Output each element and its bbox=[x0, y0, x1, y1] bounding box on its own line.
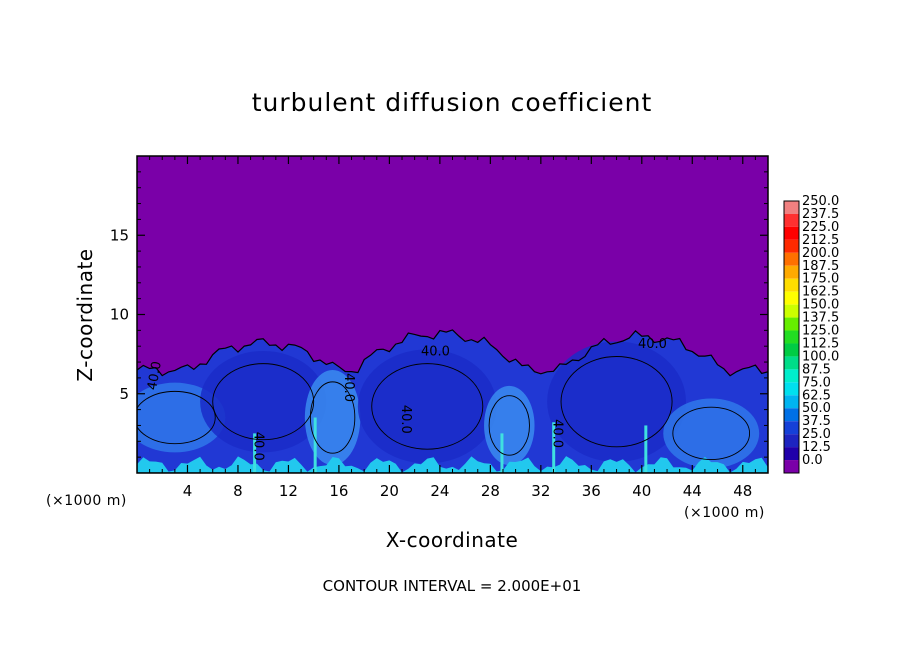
contour-line bbox=[560, 356, 673, 448]
x-tick-label: 44 bbox=[683, 482, 702, 500]
surface-layer bbox=[137, 456, 768, 473]
contour-line bbox=[309, 381, 356, 454]
colorbar-swatch bbox=[784, 421, 799, 435]
x-tick-label: 36 bbox=[582, 482, 601, 500]
x-tick-label: 48 bbox=[733, 482, 752, 500]
contour-label: 40.0 bbox=[638, 337, 667, 352]
y-tick-label: 15 bbox=[110, 226, 129, 244]
contour-label: 40.0 bbox=[250, 432, 265, 461]
colorbar-label: 112.5 bbox=[802, 336, 839, 351]
colorbar-swatch bbox=[784, 434, 799, 448]
colorbar-frame bbox=[783, 200, 800, 474]
turbulent-eddy bbox=[200, 350, 327, 453]
colorbar-label: 37.5 bbox=[802, 414, 831, 429]
colorbar-swatch bbox=[784, 356, 799, 370]
contour-line bbox=[672, 406, 751, 460]
colorbar-label: 250.0 bbox=[802, 194, 839, 209]
contour-line bbox=[488, 395, 530, 456]
turbulent-eddy bbox=[357, 349, 497, 464]
x-tick-label: 28 bbox=[481, 482, 500, 500]
colorbar-swatch bbox=[784, 201, 799, 214]
y-tick-label: 10 bbox=[110, 306, 129, 324]
colorbar-label: 87.5 bbox=[802, 362, 831, 377]
colorbar-swatch bbox=[784, 369, 799, 383]
contour-label: 40.0 bbox=[341, 373, 356, 402]
colorbar-label: 200.0 bbox=[802, 246, 839, 261]
colorbar-label: 225.0 bbox=[802, 220, 839, 235]
y-axis-label: Z-coordinate bbox=[73, 248, 97, 381]
x-tick-label: 24 bbox=[430, 482, 449, 500]
contour-label: 40.0 bbox=[145, 360, 165, 391]
colorbar-swatch bbox=[784, 395, 799, 409]
colorbar-swatch bbox=[784, 460, 799, 473]
colorbar-swatch bbox=[784, 239, 799, 253]
x-tick-label: 4 bbox=[183, 482, 193, 500]
colorbar-swatch bbox=[784, 447, 799, 461]
contour-label: 40.0 bbox=[398, 405, 413, 434]
contour-line bbox=[212, 363, 315, 441]
x-unit-right: (×1000 m) bbox=[684, 505, 765, 521]
colorbar-swatch bbox=[784, 382, 799, 396]
y-tick-label: 5 bbox=[119, 385, 129, 403]
turbulent-eddy bbox=[304, 369, 361, 466]
plot-area bbox=[137, 156, 768, 473]
y-axis-ticks: 5 10 15 bbox=[110, 171, 768, 458]
colorbar-label: 175.0 bbox=[802, 272, 839, 287]
colorbar-label: 162.5 bbox=[802, 285, 839, 300]
turbulent-eddy bbox=[663, 398, 760, 469]
contour-label: 40.0 bbox=[549, 419, 564, 448]
colorbar-label: 237.5 bbox=[802, 207, 839, 222]
contour-line bbox=[371, 363, 484, 450]
x-unit-left: (×1000 m) bbox=[46, 493, 127, 509]
colorbar-label: 187.5 bbox=[802, 259, 839, 274]
x-tick-label: 32 bbox=[531, 482, 550, 500]
x-tick-label: 40 bbox=[632, 482, 651, 500]
updraft-streak bbox=[313, 417, 317, 473]
contour-label: 40.0 bbox=[421, 345, 450, 360]
contour-lines bbox=[137, 329, 768, 473]
colorbar-label: 100.0 bbox=[802, 349, 839, 364]
colorbar-swatch bbox=[784, 213, 799, 227]
chart-title: turbulent diffusion coefficient bbox=[252, 88, 653, 117]
colorbar-swatch bbox=[784, 226, 799, 240]
boundary-layer-field bbox=[137, 329, 768, 473]
updraft-streak bbox=[253, 433, 257, 473]
x-tick-label: 20 bbox=[380, 482, 399, 500]
x-axis-ticks: 4 8 12 16 20 24 28 32 36 40 44 48 bbox=[149, 156, 756, 500]
colorbar-swatch bbox=[784, 330, 799, 344]
colorbar-swatch bbox=[784, 408, 799, 422]
colorbar-label: 212.5 bbox=[802, 233, 839, 248]
colorbar: 250.0237.5225.0212.5200.0187.5175.0162.5… bbox=[783, 194, 839, 474]
contour-labels: 40.0 40.0 40.0 40.0 40.0 40.0 40.0 bbox=[145, 337, 667, 461]
colorbar-swatch bbox=[784, 291, 799, 305]
colorbar-swatch bbox=[784, 265, 799, 279]
colorbar-label: 150.0 bbox=[802, 298, 839, 313]
colorbar-swatch bbox=[784, 317, 799, 331]
colorbar-label: 137.5 bbox=[802, 311, 839, 326]
x-tick-label: 12 bbox=[279, 482, 298, 500]
turbulent-eddy bbox=[484, 385, 535, 466]
updraft-streak bbox=[644, 425, 648, 473]
x-tick-label: 8 bbox=[233, 482, 243, 500]
colorbar-label: 75.0 bbox=[802, 375, 831, 390]
colorbar-swatch bbox=[784, 252, 799, 266]
x-axis-label: X-coordinate bbox=[386, 528, 519, 552]
updraft-streak bbox=[552, 422, 556, 473]
contour-line bbox=[137, 390, 216, 445]
colorbar-label: 50.0 bbox=[802, 401, 831, 416]
colorbar-swatch bbox=[784, 343, 799, 357]
colorbar-label: 62.5 bbox=[802, 388, 831, 403]
colorbar-label: 125.0 bbox=[802, 324, 839, 339]
contour-line bbox=[137, 329, 768, 473]
contour-interval: CONTOUR INTERVAL = 2.000E+01 bbox=[323, 577, 582, 595]
x-tick-label: 16 bbox=[329, 482, 348, 500]
colorbar-label: 12.5 bbox=[802, 440, 831, 455]
colorbar-swatch bbox=[784, 278, 799, 292]
turbulent-eddy bbox=[547, 341, 686, 462]
colorbar-label: 25.0 bbox=[802, 427, 831, 442]
colorbar-swatch bbox=[784, 304, 799, 318]
colorbar-label: 0.0 bbox=[802, 453, 823, 468]
